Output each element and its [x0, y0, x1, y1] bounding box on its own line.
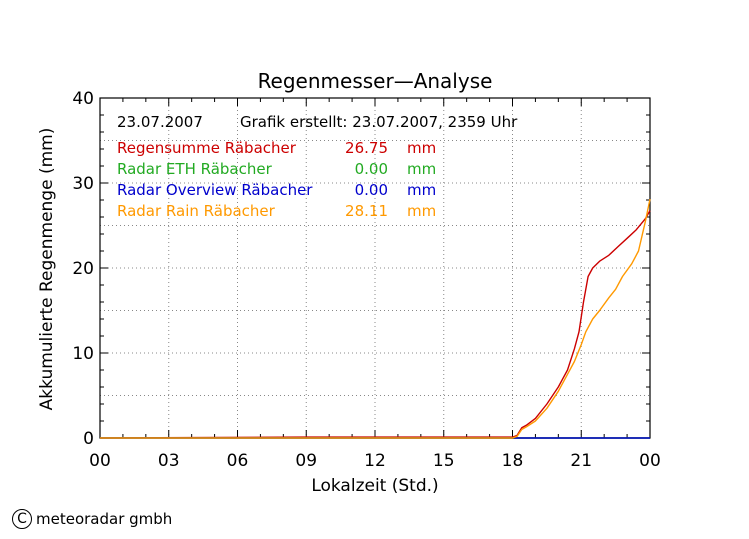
legend-label: Radar Overview Räbacher: [117, 181, 313, 199]
legend-unit: mm: [407, 202, 436, 220]
x-tick-label: 03: [158, 451, 180, 471]
legend-label: Radar Rain Räbacher: [117, 202, 276, 220]
footer: C meteoradar gmbh: [12, 507, 172, 531]
chart-title: Regenmesser—Analyse: [258, 69, 493, 93]
x-tick-label: 21: [570, 451, 592, 471]
y-tick-label: 0: [83, 429, 94, 449]
legend-label: Regensumme Räbacher: [117, 139, 297, 157]
legend-unit: mm: [407, 160, 436, 178]
x-tick-label: 00: [639, 451, 661, 471]
series-line: [100, 198, 651, 439]
x-tick-label: 18: [502, 451, 524, 471]
series-lines: [99, 198, 651, 439]
y-axis-label: Akkumulierte Regenmenge (mm): [37, 128, 57, 411]
legend-label: Radar ETH Räbacher: [117, 160, 273, 178]
chart-created: Grafik erstellt: 23.07.2007, 2359 Uhr: [240, 113, 518, 131]
legend-value: 26.75: [345, 139, 388, 157]
series-line: [99, 210, 651, 439]
y-tick-label: 20: [72, 259, 94, 279]
y-tick-label: 30: [72, 174, 94, 194]
legend-unit: mm: [407, 181, 436, 199]
y-tick-label: 10: [72, 344, 94, 364]
legend: Regensumme Räbacher 26.75 mm Radar ETH Räba…: [117, 139, 436, 220]
company-name: meteoradar gmbh: [36, 510, 173, 528]
x-axis-label: Lokalzeit (Std.): [311, 476, 438, 496]
legend-unit: mm: [407, 139, 436, 157]
y-tick-label: 40: [72, 89, 94, 109]
copyright-icon: C: [12, 509, 32, 529]
x-tick-label: 12: [364, 451, 386, 471]
chart-info: 23.07.2007 Grafik erstellt: 23.07.2007, …: [117, 113, 518, 131]
legend-value: 28.11: [345, 202, 388, 220]
x-tick-label: 00: [89, 451, 111, 471]
chart-date: 23.07.2007: [117, 113, 203, 131]
x-tick-label: 15: [433, 451, 455, 471]
legend-value: 0.00: [355, 160, 388, 178]
x-tick-label: 09: [295, 451, 317, 471]
x-tick-label: 06: [227, 451, 249, 471]
legend-value: 0.00: [355, 181, 388, 199]
